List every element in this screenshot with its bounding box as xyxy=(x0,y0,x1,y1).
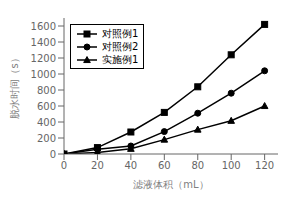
svg-text:1600: 1600 xyxy=(31,21,56,32)
svg-text:20: 20 xyxy=(91,160,104,171)
svg-text:60: 60 xyxy=(158,160,171,171)
svg-text:100: 100 xyxy=(222,160,241,171)
svg-text:滤液体积（mL）: 滤液体积（mL） xyxy=(133,179,208,190)
html-text:实施例1: 实施例1 xyxy=(102,54,139,65)
svg-text:200: 200 xyxy=(37,133,56,144)
svg-text:脱水时间（s）: 脱水时间（s） xyxy=(9,53,20,118)
svg-text:1200: 1200 xyxy=(31,53,56,64)
svg-text:600: 600 xyxy=(37,101,56,112)
svg-text:80: 80 xyxy=(191,160,204,171)
svg-text:120: 120 xyxy=(255,160,274,171)
svg-text:1000: 1000 xyxy=(31,69,56,80)
html-text:对照例1: 对照例1 xyxy=(102,28,139,39)
svg-text:400: 400 xyxy=(37,117,56,128)
svg-text:1400: 1400 xyxy=(31,37,56,48)
html-text:对照例2: 对照例2 xyxy=(102,41,139,52)
svg-text:0: 0 xyxy=(61,160,67,171)
svg-text:40: 40 xyxy=(125,160,138,171)
svg-text:800: 800 xyxy=(37,85,56,96)
svg-text:0: 0 xyxy=(50,149,56,160)
